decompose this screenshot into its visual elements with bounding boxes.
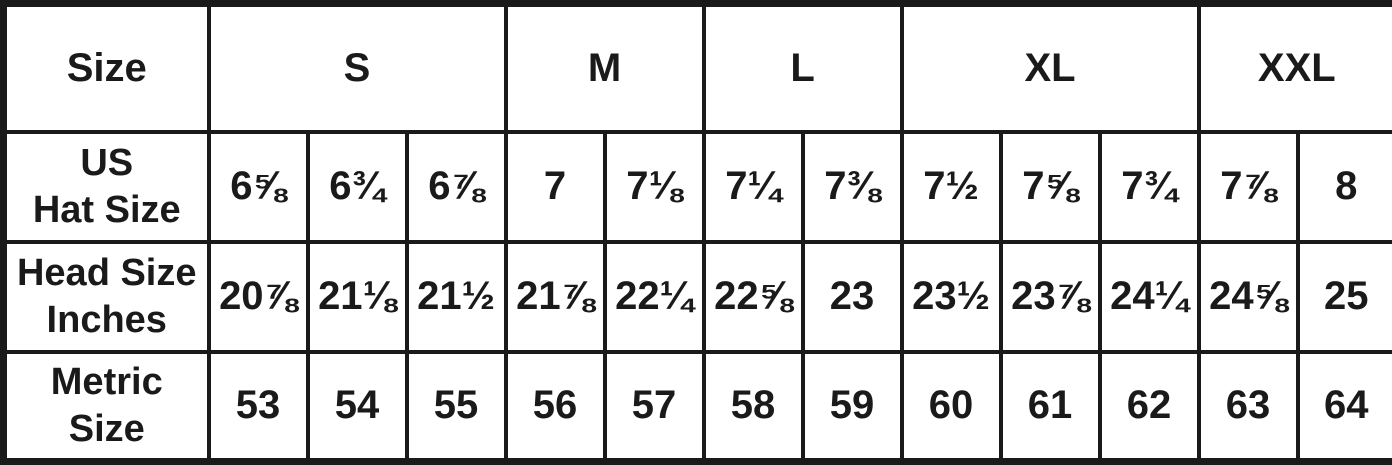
- metric-size-value: 63: [1199, 352, 1298, 462]
- head-size-inches-value: 20⅞: [209, 242, 308, 352]
- us-hat-size-value: 7¼: [704, 132, 803, 242]
- us-hat-size-value: 7¾: [1100, 132, 1199, 242]
- head-size-inches-value: 24⅝: [1199, 242, 1298, 352]
- metric-size-value: 58: [704, 352, 803, 462]
- metric-size-row: Metric Size 53 54 55 56 57 58 59 60 61 6…: [4, 352, 1392, 462]
- head-size-inches-value: 21⅛: [308, 242, 407, 352]
- us-hat-size-value: 7: [506, 132, 605, 242]
- us-hat-size-value: 6⅝: [209, 132, 308, 242]
- size-group-m: M: [506, 4, 704, 132]
- us-hat-size-value: 6⅞: [407, 132, 506, 242]
- us-hat-size-row: US Hat Size 6⅝ 6¾ 6⅞ 7 7⅛ 7¼ 7⅜ 7½ 7⅝ 7¾…: [4, 132, 1392, 242]
- row-label-head-size-inches: Head Size Inches: [4, 242, 209, 352]
- head-size-inches-value: 22⅝: [704, 242, 803, 352]
- row-label-metric-size: Metric Size: [4, 352, 209, 462]
- head-size-inches-value: 25: [1298, 242, 1392, 352]
- us-hat-size-value: 7⅛: [605, 132, 704, 242]
- us-hat-size-value: 7⅝: [1001, 132, 1100, 242]
- size-group-header-row: Size S M L XL XXL: [4, 4, 1392, 132]
- head-size-inches-value: 21⅞: [506, 242, 605, 352]
- metric-size-value: 56: [506, 352, 605, 462]
- head-size-inches-value: 23: [803, 242, 902, 352]
- size-group-l: L: [704, 4, 902, 132]
- head-size-inches-value: 24¼: [1100, 242, 1199, 352]
- head-size-inches-value: 22¼: [605, 242, 704, 352]
- metric-size-value: 62: [1100, 352, 1199, 462]
- corner-cell-size: Size: [4, 4, 209, 132]
- size-group-xxl: XXL: [1199, 4, 1392, 132]
- metric-size-value: 55: [407, 352, 506, 462]
- us-hat-size-value: 7⅜: [803, 132, 902, 242]
- metric-size-value: 57: [605, 352, 704, 462]
- metric-size-value: 59: [803, 352, 902, 462]
- metric-size-value: 64: [1298, 352, 1392, 462]
- size-group-s: S: [209, 4, 506, 132]
- us-hat-size-value: 7⅞: [1199, 132, 1298, 242]
- row-label-us-hat-size: US Hat Size: [4, 132, 209, 242]
- head-size-inches-value: 23½: [902, 242, 1001, 352]
- metric-size-value: 53: [209, 352, 308, 462]
- size-group-xl: XL: [902, 4, 1199, 132]
- metric-size-value: 60: [902, 352, 1001, 462]
- metric-size-value: 61: [1001, 352, 1100, 462]
- us-hat-size-value: 7½: [902, 132, 1001, 242]
- us-hat-size-value: 8: [1298, 132, 1392, 242]
- head-size-inches-value: 21½: [407, 242, 506, 352]
- metric-size-value: 54: [308, 352, 407, 462]
- head-size-inches-value: 23⅞: [1001, 242, 1100, 352]
- us-hat-size-value: 6¾: [308, 132, 407, 242]
- head-size-inches-row: Head Size Inches 20⅞ 21⅛ 21½ 21⅞ 22¼ 22⅝…: [4, 242, 1392, 352]
